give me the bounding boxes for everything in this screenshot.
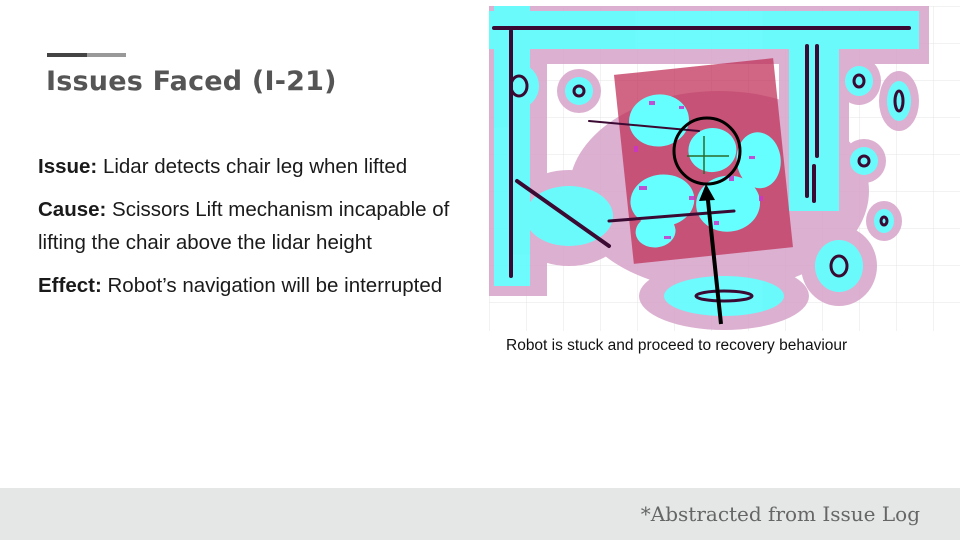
scan-points (634, 101, 763, 239)
title-accent-bar (47, 53, 126, 57)
accent-bar-light (87, 53, 126, 57)
effect-paragraph: Effect: Robot’s navigation will be inter… (38, 269, 478, 302)
cause-paragraph: Cause: Scissors Lift mechanism incapable… (38, 193, 478, 259)
issue-text: Lidar detects chair leg when lifted (97, 155, 408, 178)
robot-marker (672, 116, 742, 325)
cause-text: Scissors Lift mechanism incapable of lif… (38, 198, 450, 254)
issue-paragraph: Issue: Lidar detects chair leg when lift… (38, 150, 478, 183)
costmap-screenshot (489, 6, 960, 331)
image-caption: Robot is stuck and proceed to recovery b… (506, 337, 848, 354)
issue-label: Issue: (38, 155, 98, 178)
footer-band: *Abstracted from Issue Log (0, 488, 960, 540)
effect-label: Effect: (38, 274, 102, 297)
issue-description: Issue: Lidar detects chair leg when lift… (38, 150, 478, 312)
cause-label: Cause: (38, 198, 107, 221)
obstacles (492, 26, 911, 303)
slide-title: Issues Faced (I-21) (46, 66, 337, 97)
footer-note: *Abstracted from Issue Log (640, 502, 920, 526)
accent-bar-dark (47, 53, 87, 57)
effect-text: Robot’s navigation will be interrupted (101, 274, 443, 297)
